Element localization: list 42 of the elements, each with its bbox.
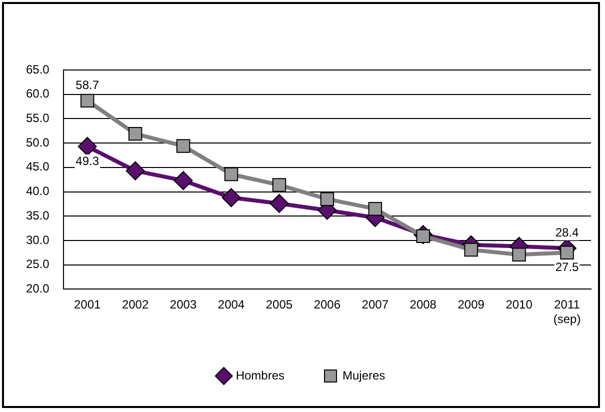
legend-label: Hombres (236, 368, 285, 382)
data-label: 58.7 (76, 78, 100, 92)
point (128, 126, 142, 141)
point (126, 161, 145, 180)
point (272, 178, 286, 192)
point (464, 242, 478, 257)
point (512, 248, 526, 262)
point (270, 194, 289, 213)
x-tick-label: 2005 (266, 298, 293, 312)
y-tick-label: 50.0 (26, 135, 50, 150)
y-tick-label: 40.0 (26, 184, 50, 198)
x-tick-label: 2003 (170, 298, 197, 312)
x-tick-label: 2009 (458, 298, 485, 312)
legend-label: Mujeres (342, 368, 386, 382)
y-tick-label: 60.0 (26, 86, 50, 101)
y-tick-label: 65.0 (26, 62, 50, 76)
data-label: 27.5 (555, 260, 580, 274)
y-tick-label: 45.0 (26, 160, 50, 174)
x-tick-label: 2006 (314, 298, 341, 312)
point (560, 246, 574, 260)
point (176, 139, 190, 153)
y-tick-label: 25.0 (26, 257, 50, 272)
x-tick-label: 2011 (sep) (553, 298, 581, 326)
point (368, 202, 382, 216)
y-tick-label: 30.0 (26, 232, 50, 247)
point (174, 171, 193, 190)
point (224, 167, 238, 182)
x-tick-label: 2001 (74, 298, 102, 312)
data-label: 28.4 (555, 226, 580, 240)
x-tick-label: 2008 (410, 298, 437, 312)
y-tick-label: 35.0 (26, 208, 50, 222)
y-tick-label: 20.0 (26, 282, 50, 296)
data-label: 49.3 (76, 154, 100, 168)
point (78, 136, 97, 156)
point (320, 192, 334, 206)
x-tick-label: 2002 (122, 298, 149, 312)
y-tick-label: 55.0 (26, 111, 50, 126)
x-tick-label: 2007 (362, 298, 389, 312)
x-tick-label: 2004 (218, 298, 245, 312)
point (222, 188, 241, 208)
point (80, 94, 94, 108)
x-tick-label: 2010 (506, 298, 533, 312)
